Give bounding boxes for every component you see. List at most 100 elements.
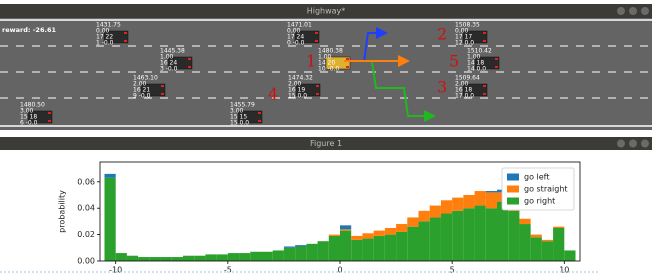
marker-label: 2: [437, 25, 447, 44]
bar: [531, 237, 542, 261]
bar: [329, 236, 340, 261]
bar: [104, 178, 115, 261]
bar: [419, 221, 430, 261]
legend-label: go right: [524, 197, 555, 206]
bar: [161, 257, 172, 261]
y-tick-label: 0.04: [77, 204, 95, 213]
window-title: Highway*: [307, 7, 346, 16]
y-tick-label: 0.00: [77, 257, 95, 266]
bar: [295, 246, 306, 261]
vehicle-label: 3 -0.0: [160, 66, 178, 73]
bar: [407, 217, 418, 226]
y-tick-label: 0.02: [77, 230, 95, 239]
bar: [430, 206, 441, 218]
bar: [172, 257, 183, 261]
bar: [564, 250, 575, 261]
bar: [519, 219, 530, 224]
bar: [340, 231, 351, 261]
bar: [542, 241, 553, 261]
vehicle-light: [188, 66, 191, 68]
bar: [217, 254, 228, 261]
bar: [205, 254, 216, 261]
bar: [295, 245, 306, 246]
vehicle-label: 1 -0.0: [96, 40, 114, 47]
marker-label: 1: [306, 52, 316, 71]
bar: [374, 231, 385, 236]
bar: [104, 174, 115, 178]
screenshot: Highway* reward: -26.61 1431.750.0017 22…: [0, 0, 652, 276]
x-tick-label: 5: [450, 266, 455, 275]
vehicle-light: [258, 112, 261, 114]
bar: [149, 257, 160, 261]
bar: [463, 208, 474, 261]
legend-label: go left: [524, 173, 549, 182]
bar: [284, 248, 295, 261]
vehicle-light: [161, 85, 164, 87]
vehicle-light: [315, 40, 318, 42]
vehicle-label: 14 0.0: [467, 66, 486, 73]
bar: [497, 202, 508, 261]
vehicle-light: [161, 93, 164, 95]
bar: [340, 229, 351, 230]
vehicle-light: [483, 40, 486, 42]
bar: [329, 235, 340, 236]
bar: [486, 208, 497, 261]
vehicle-label: 17 0.0: [455, 93, 474, 100]
bar: [239, 253, 250, 261]
close-button[interactable]: [641, 7, 649, 15]
legend-swatch: [507, 198, 519, 205]
x-tick-label: 0: [337, 266, 342, 275]
marker-label: 5: [449, 52, 459, 71]
bar: [519, 224, 530, 261]
bar: [318, 241, 329, 261]
vehicle-light: [346, 66, 349, 68]
vehicle-light: [258, 120, 261, 122]
bar: [419, 211, 430, 222]
vehicle-label: 0 -0.0: [287, 40, 305, 47]
bar: [553, 228, 564, 261]
vehicle-label: 6 -0.0: [20, 120, 38, 127]
vehicle-light: [483, 32, 486, 34]
bar: [475, 206, 486, 261]
close-button[interactable]: [641, 140, 649, 148]
bar: [396, 232, 407, 261]
bar: [531, 235, 542, 238]
bar: [261, 252, 272, 261]
minimize-button[interactable]: [617, 140, 625, 148]
bar: [116, 253, 127, 261]
bar: [228, 253, 239, 261]
legend-swatch: [507, 186, 519, 193]
bar: [340, 225, 351, 229]
vehicle-label: 10 -0.0: [318, 66, 339, 73]
vehicle-light: [483, 93, 486, 95]
bar: [385, 228, 396, 235]
bar: [362, 239, 373, 261]
bar: [351, 240, 362, 261]
vehicle-light: [495, 58, 498, 60]
bar: [194, 256, 205, 261]
legend-label: go straight: [524, 185, 568, 194]
bar: [542, 240, 553, 241]
page: { "highway": { "title": "Highway*", "rew…: [0, 0, 652, 276]
maximize-button[interactable]: [629, 140, 637, 148]
y-axis-label: probability: [58, 190, 67, 233]
bar: [463, 195, 474, 208]
marker-label: 4: [268, 85, 278, 104]
vehicle-light: [124, 40, 127, 42]
x-tick-label: -5: [224, 266, 232, 275]
bar: [486, 192, 497, 208]
bar: [306, 244, 317, 261]
bar: [250, 252, 261, 261]
vehicle-light: [483, 85, 486, 87]
vehicle-light: [48, 112, 51, 114]
bar: [351, 236, 362, 240]
vehicle-label: 9 -0.0: [133, 93, 151, 100]
minimize-button[interactable]: [617, 7, 625, 15]
bar: [486, 191, 497, 192]
bar: [396, 224, 407, 232]
vehicle-label: 12 0.0: [455, 40, 474, 47]
bar: [138, 257, 149, 261]
bar: [385, 235, 396, 261]
maximize-button[interactable]: [629, 7, 637, 15]
